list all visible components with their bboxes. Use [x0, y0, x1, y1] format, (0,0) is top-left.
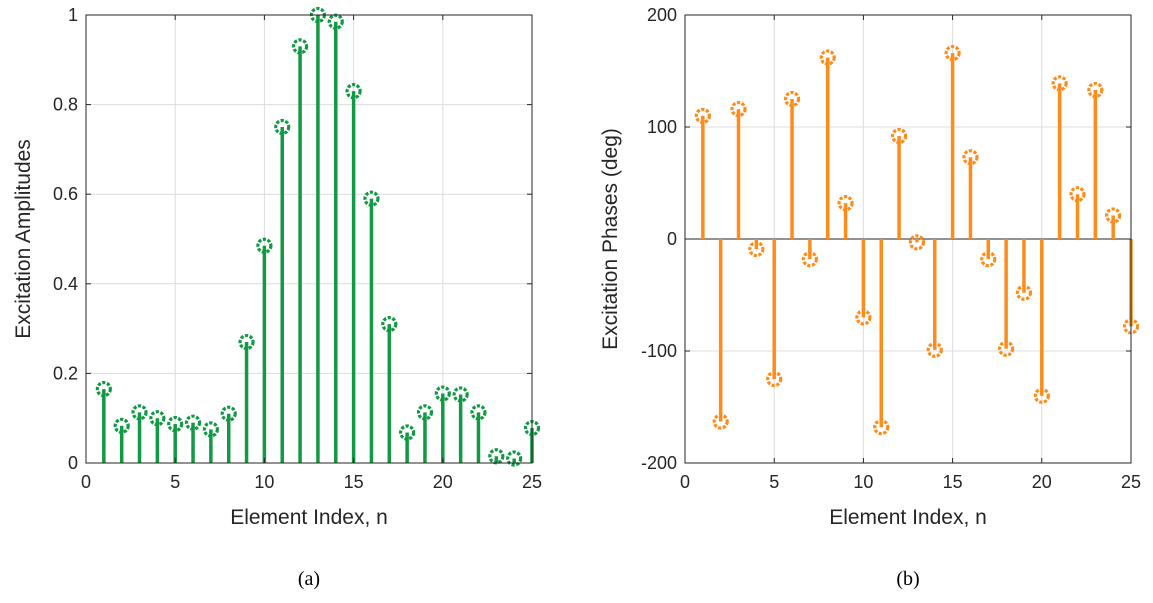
- panel-b-phases: 0 5 10 15 20 25 -200 -100 0 100 200 Element Index, …: [599, 5, 1141, 590]
- stem-marker: [1033, 387, 1050, 404]
- stem-marker: [202, 421, 219, 438]
- x-tick-label: 15: [344, 472, 364, 492]
- stem-marker: [694, 107, 711, 124]
- x-tick-label: 5: [769, 472, 779, 492]
- y-tick-label: 0.2: [53, 363, 78, 383]
- x-tick-label: 25: [522, 472, 542, 492]
- stem-marker: [399, 424, 416, 441]
- x-axis-label: Element Index, n: [829, 506, 987, 529]
- y-tick-label: 0: [667, 229, 677, 249]
- stem-marker: [730, 100, 747, 118]
- y-tick-label: 200: [647, 5, 677, 25]
- x-tick-label: 15: [943, 472, 963, 492]
- stem-marker: [345, 83, 362, 100]
- stem-marker: [149, 410, 166, 427]
- stem-marker: [855, 309, 872, 326]
- panel-a-amplitudes: 0 5 10 15 20 25 0 0.2 0.4 0.6 0.8 1 Element Index, n…: [12, 5, 542, 590]
- stem-marker: [873, 419, 890, 436]
- stem-marker: [274, 118, 291, 136]
- stem-marker: [416, 404, 434, 421]
- stem-marker: [1087, 81, 1104, 99]
- stem-marker: [1069, 186, 1086, 203]
- stem-marker: [712, 413, 729, 430]
- y-tick-label: 0: [68, 453, 78, 473]
- stem-marker: [291, 38, 309, 55]
- panel-caption: (b): [896, 568, 919, 590]
- y-tick-label: -200: [641, 453, 677, 473]
- stem-marker: [363, 190, 380, 207]
- y-tick-label: 1: [68, 5, 78, 25]
- x-tick-label: 10: [254, 472, 274, 492]
- stem-marker: [113, 417, 130, 434]
- stem-marker: [801, 251, 818, 268]
- y-tick-label: -100: [641, 341, 677, 361]
- x-axis-label: Element Index, n: [230, 506, 388, 529]
- stem-marker: [962, 149, 979, 166]
- stem-marker: [470, 404, 487, 421]
- axes-frame: [85, 14, 533, 464]
- stem-marker: [434, 385, 451, 402]
- stem-marker: [783, 90, 801, 108]
- x-tick-label: 0: [680, 472, 690, 492]
- stem-marker: [819, 49, 836, 66]
- x-tick-label: 20: [1032, 472, 1052, 492]
- stem-marker: [220, 405, 237, 422]
- x-tick-label: 10: [853, 472, 873, 492]
- x-tick-label: 25: [1121, 472, 1141, 492]
- stem-marker: [256, 237, 273, 254]
- stem-marker: [381, 316, 398, 333]
- stem-marker: [167, 415, 184, 433]
- y-tick-label: 0.6: [53, 184, 78, 204]
- stem-marker: [908, 234, 926, 251]
- stem-marker: [1051, 75, 1068, 92]
- stem-marker: [1015, 284, 1033, 301]
- stem-marker: [452, 386, 469, 403]
- stem-marker: [131, 404, 148, 421]
- panel-caption: (a): [298, 568, 320, 590]
- y-tick-label: 0.8: [53, 95, 78, 115]
- stem-marker: [506, 450, 523, 467]
- stem-marker: [95, 380, 112, 398]
- stem-marker: [944, 44, 961, 62]
- stem-marker: [980, 251, 997, 268]
- y-tick-label: 0.4: [53, 274, 78, 294]
- x-tick-label: 0: [81, 472, 91, 492]
- y-tick-label: 100: [647, 117, 677, 137]
- y-axis-label: Excitation Phases (deg): [599, 128, 622, 350]
- stem-marker: [766, 370, 783, 388]
- x-tick-label: 20: [433, 472, 453, 492]
- stem-marker: [890, 127, 908, 145]
- stem-marker: [748, 240, 765, 258]
- stem-marker: [238, 333, 255, 351]
- stem-marker: [1105, 207, 1122, 224]
- y-axis-label: Excitation Amplitudes: [12, 139, 35, 339]
- stem-marker: [926, 341, 943, 358]
- x-tick-label: 5: [170, 472, 180, 492]
- stem-marker: [184, 414, 202, 431]
- plot-area: [86, 15, 532, 463]
- stem-marker: [998, 340, 1015, 357]
- stem-marker: [837, 195, 854, 212]
